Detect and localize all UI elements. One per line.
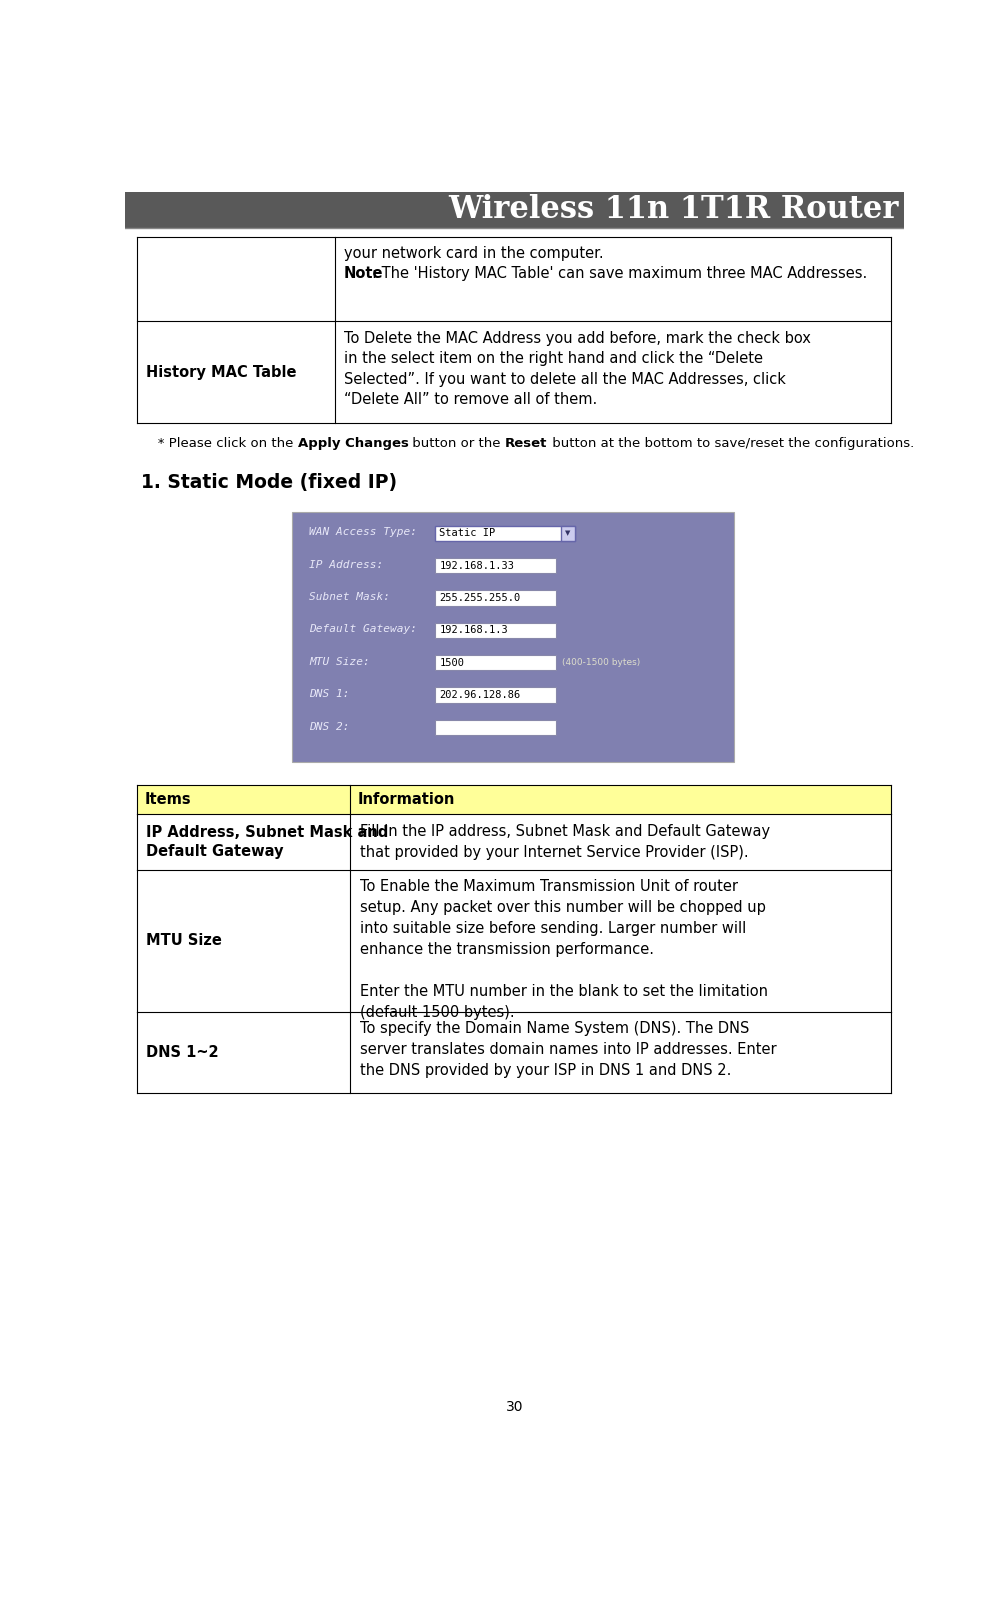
Text: To Enable the Maximum Transmission Unit of router
setup. Any packet over this nu: To Enable the Maximum Transmission Unit … bbox=[359, 879, 766, 1020]
Text: 1. Static Mode (fixed IP): 1. Static Mode (fixed IP) bbox=[140, 474, 397, 492]
FancyBboxPatch shape bbox=[435, 591, 555, 605]
Text: 1500: 1500 bbox=[439, 658, 464, 668]
Text: ▼: ▼ bbox=[565, 530, 570, 536]
Text: Fill in the IP address, Subnet Mask and Default Gateway
that provided by your In: Fill in the IP address, Subnet Mask and … bbox=[359, 823, 769, 860]
Text: 30: 30 bbox=[506, 1401, 523, 1414]
FancyBboxPatch shape bbox=[137, 1012, 891, 1093]
Text: 192.168.1.3: 192.168.1.3 bbox=[439, 626, 508, 636]
Text: Wireless 11n 1T1R Router: Wireless 11n 1T1R Router bbox=[448, 194, 898, 226]
Text: Items: Items bbox=[144, 792, 192, 807]
Text: Default Gateway:: Default Gateway: bbox=[309, 624, 417, 634]
Text: History MAC Table: History MAC Table bbox=[146, 365, 297, 379]
FancyBboxPatch shape bbox=[137, 815, 891, 869]
Text: Information: Information bbox=[358, 792, 455, 807]
Text: Apply Changes: Apply Changes bbox=[297, 437, 408, 450]
Text: Subnet Mask:: Subnet Mask: bbox=[309, 592, 390, 602]
Text: MTU Size: MTU Size bbox=[146, 933, 222, 948]
Text: Static IP: Static IP bbox=[439, 528, 495, 538]
Text: your network card in the computer.: your network card in the computer. bbox=[344, 247, 603, 261]
Text: : The 'History MAC Table' can save maximum three MAC Addresses.: : The 'History MAC Table' can save maxim… bbox=[371, 266, 867, 282]
Text: To specify the Domain Name System (DNS). The DNS
server translates domain names : To specify the Domain Name System (DNS).… bbox=[359, 1021, 775, 1079]
FancyBboxPatch shape bbox=[435, 525, 575, 541]
Text: DNS 1:: DNS 1: bbox=[309, 688, 349, 700]
Text: button at the bottom to save/reset the configurations.: button at the bottom to save/reset the c… bbox=[547, 437, 913, 450]
FancyBboxPatch shape bbox=[435, 623, 555, 637]
FancyBboxPatch shape bbox=[435, 719, 555, 735]
FancyBboxPatch shape bbox=[435, 557, 555, 573]
FancyBboxPatch shape bbox=[137, 869, 891, 1012]
Text: 192.168.1.33: 192.168.1.33 bbox=[439, 560, 514, 570]
Text: * Please click on the: * Please click on the bbox=[144, 437, 297, 450]
FancyBboxPatch shape bbox=[435, 655, 555, 671]
FancyBboxPatch shape bbox=[435, 687, 555, 703]
Text: (400-1500 bytes): (400-1500 bytes) bbox=[562, 658, 640, 668]
Text: DNS 2:: DNS 2: bbox=[309, 722, 349, 732]
Text: Note: Note bbox=[344, 266, 383, 282]
Text: MTU Size:: MTU Size: bbox=[309, 656, 369, 668]
Text: Reset: Reset bbox=[505, 437, 547, 450]
Text: To Delete the MAC Address you add before, mark the check box
in the select item : To Delete the MAC Address you add before… bbox=[344, 331, 810, 407]
FancyBboxPatch shape bbox=[125, 192, 903, 227]
Text: IP Address, Subnet Mask and
Default Gateway: IP Address, Subnet Mask and Default Gate… bbox=[146, 825, 388, 860]
FancyBboxPatch shape bbox=[292, 512, 733, 762]
FancyBboxPatch shape bbox=[137, 784, 891, 815]
Text: DNS 1~2: DNS 1~2 bbox=[146, 1045, 219, 1060]
Text: WAN Access Type:: WAN Access Type: bbox=[309, 527, 417, 538]
Text: IP Address:: IP Address: bbox=[309, 560, 383, 570]
Text: button or the: button or the bbox=[408, 437, 505, 450]
FancyBboxPatch shape bbox=[561, 525, 575, 541]
Text: 202.96.128.86: 202.96.128.86 bbox=[439, 690, 521, 700]
Text: 255.255.255.0: 255.255.255.0 bbox=[439, 592, 521, 604]
